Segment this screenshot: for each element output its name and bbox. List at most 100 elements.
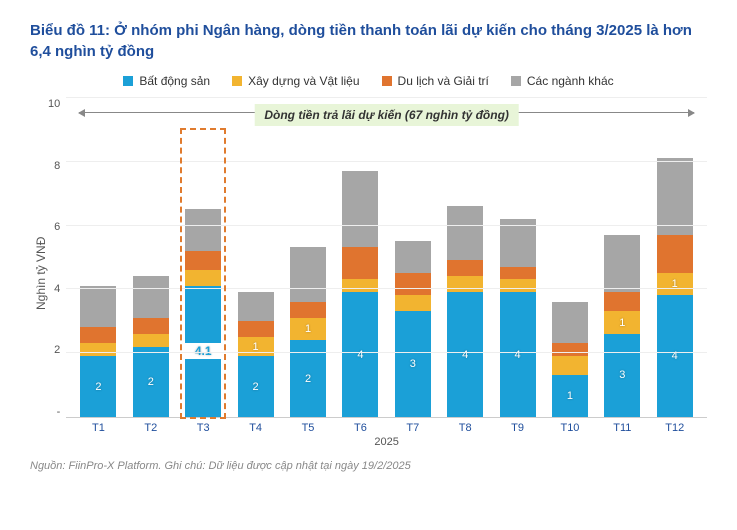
bar-value-label: 4 [447, 349, 483, 361]
y-tick: 6 [54, 221, 60, 233]
legend-item: Bất động sản [123, 74, 210, 88]
bar-segment [447, 260, 483, 276]
bar-segment [342, 247, 378, 279]
bar-value-label: 2 [238, 381, 274, 393]
grid-line [66, 288, 707, 289]
bar-segment [552, 343, 588, 356]
x-axis-title: 2025 [66, 436, 707, 448]
bars-container: 224.12121434413141 [66, 98, 707, 417]
bar-segment [238, 321, 274, 337]
legend-label: Các ngành khác [527, 74, 614, 88]
bar-segment [185, 209, 221, 251]
grid-line [66, 352, 707, 353]
x-tick: T11 [604, 422, 640, 434]
bar-segment: 4 [447, 292, 483, 417]
bar-segment [395, 241, 431, 273]
legend-swatch [382, 76, 392, 86]
plot-area: Dòng tiền trả lãi dự kiến (67 nghìn tỷ đ… [66, 98, 707, 418]
x-tick: T5 [290, 422, 326, 434]
bar-segment [552, 356, 588, 375]
bar-segment [290, 247, 326, 301]
bar-value-label: 2 [133, 376, 169, 388]
bar: 21 [238, 292, 274, 417]
bar-segment [133, 276, 169, 318]
x-tick: T10 [552, 422, 588, 434]
y-tick: 4 [54, 283, 60, 295]
bar-segment: 1 [552, 375, 588, 417]
bar-value-label: 1 [238, 341, 274, 353]
x-tick: T1 [80, 422, 116, 434]
y-axis-title: Nghìn tỷ VNĐ [30, 98, 48, 448]
bar-segment [395, 273, 431, 295]
bar: 31 [604, 235, 640, 417]
bar-segment [500, 279, 536, 292]
bar-segment [500, 219, 536, 267]
bar-segment: 1 [238, 337, 274, 356]
bar-segment: 2 [80, 356, 116, 417]
bar-segment [604, 235, 640, 293]
bar: 1 [552, 302, 588, 417]
x-tick: T9 [500, 422, 536, 434]
x-tick: T7 [395, 422, 431, 434]
x-tick: T2 [133, 422, 169, 434]
bar-segment [342, 279, 378, 292]
grid-line [66, 225, 707, 226]
bar: 4 [447, 206, 483, 417]
bar-value-label: 1 [552, 390, 588, 402]
legend-item: Du lịch và Giải trí [382, 74, 489, 88]
x-tick: T12 [657, 422, 693, 434]
bar-segment [133, 318, 169, 334]
bar-value-label: 1 [290, 323, 326, 335]
grid-line [66, 97, 707, 98]
x-tick: T4 [238, 422, 274, 434]
y-axis: 10 8 6 4 2 - [48, 98, 66, 418]
bar: 3 [395, 241, 431, 417]
bar-value-label: 3 [395, 358, 431, 370]
legend-label: Bất động sản [139, 74, 210, 88]
y-tick: - [57, 406, 61, 418]
bar-segment [500, 267, 536, 280]
bar-segment [657, 158, 693, 235]
footnote: Nguồn: FiinPro-X Platform. Ghi chú: Dữ l… [30, 460, 707, 472]
legend: Bất động sản Xây dựng và Vật liệu Du lịch … [30, 74, 707, 88]
bar-value-label: 2 [80, 381, 116, 393]
bar-segment [80, 286, 116, 328]
bar-segment: 2 [133, 347, 169, 417]
bar-segment [552, 302, 588, 344]
bar-segment: 3 [395, 311, 431, 417]
legend-item: Xây dựng và Vật liệu [232, 74, 359, 88]
legend-item: Các ngành khác [511, 74, 614, 88]
bar-segment: 4 [342, 292, 378, 417]
bar-value-label: 3 [604, 369, 640, 381]
legend-swatch [123, 76, 133, 86]
legend-label: Xây dựng và Vật liệu [248, 74, 359, 88]
x-tick: T8 [447, 422, 483, 434]
bar-segment [447, 276, 483, 292]
bar: 41 [657, 158, 693, 417]
bar-segment [395, 295, 431, 311]
bar-segment: 4 [500, 292, 536, 417]
grid-line [66, 161, 707, 162]
bar-value-label: 1 [604, 317, 640, 329]
bar-segment: 1 [290, 318, 326, 340]
bar-value-label: 2 [290, 373, 326, 385]
bar: 21 [290, 247, 326, 417]
bar-segment: 2 [238, 356, 274, 417]
bar-segment [342, 171, 378, 248]
y-tick: 10 [48, 98, 60, 110]
y-tick: 8 [54, 160, 60, 172]
bar-segment [185, 251, 221, 270]
bar-segment: 3 [604, 334, 640, 417]
bar-segment [657, 235, 693, 273]
x-tick: T6 [342, 422, 378, 434]
bar: 4.1 [185, 209, 221, 417]
chart-area: Nghìn tỷ VNĐ 10 8 6 4 2 - Dòng tiền trả lãi d… [30, 98, 707, 448]
bar-segment [290, 302, 326, 318]
bar-segment [80, 343, 116, 356]
bar-value-label: 4 [500, 349, 536, 361]
y-tick: 2 [54, 344, 60, 356]
bar: 4 [500, 219, 536, 417]
legend-swatch [511, 76, 521, 86]
bar-segment [447, 206, 483, 260]
legend-swatch [232, 76, 242, 86]
